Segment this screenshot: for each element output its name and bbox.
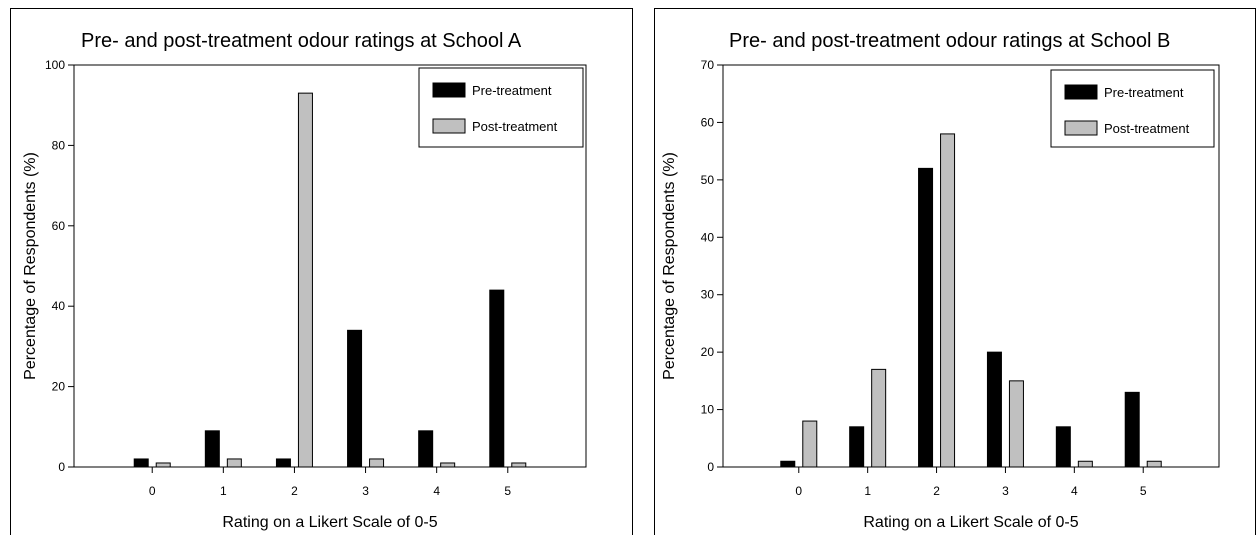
- bar-pre-treatment: [780, 460, 796, 468]
- x-tick-label: 2: [933, 484, 940, 498]
- y-tick-label: 80: [52, 138, 66, 152]
- legend-swatch: [432, 118, 466, 134]
- bar-pre-treatment: [918, 167, 934, 468]
- y-tick-label: 60: [52, 219, 66, 233]
- bar-pre-treatment: [347, 329, 363, 468]
- bar-pre-treatment: [1055, 426, 1071, 468]
- bar-post-treatment: [297, 92, 313, 468]
- chart-title: Pre- and post-treatment odour ratings at…: [81, 30, 522, 52]
- y-axis-label: Percentage of Respondents (%): [22, 152, 39, 380]
- bar-post-treatment: [369, 458, 385, 468]
- x-axis-label: Rating on a Likert Scale of 0-5: [222, 514, 437, 531]
- bar-pre-treatment: [849, 426, 865, 468]
- y-tick-label: 40: [52, 299, 66, 313]
- y-tick-label: 50: [701, 173, 715, 187]
- legend-swatch: [1064, 84, 1098, 100]
- y-tick-label: 40: [701, 230, 715, 244]
- chart-school-a: Pre- and post-treatment odour ratings at…: [22, 30, 587, 531]
- y-tick-label: 20: [701, 345, 715, 359]
- x-tick-label: 5: [504, 484, 511, 498]
- plot-area-frame: [722, 64, 1220, 468]
- bar-pre-treatment: [418, 430, 434, 468]
- bar-pre-treatment: [1124, 391, 1140, 468]
- y-tick-label: 10: [701, 403, 715, 417]
- bar-pre-treatment: [489, 289, 505, 468]
- bar-post-treatment: [802, 420, 818, 468]
- y-tick-label: 100: [45, 58, 65, 72]
- chart-panel-school-a: Pre- and post-treatment odour ratings at…: [10, 8, 633, 535]
- legend-label: Post-treatment: [1104, 121, 1190, 136]
- x-tick-label: 3: [362, 484, 369, 498]
- chart-title: Pre- and post-treatment odour ratings at…: [729, 30, 1170, 52]
- bar-pre-treatment: [986, 351, 1002, 468]
- x-tick-label: 1: [220, 484, 227, 498]
- x-tick-label: 0: [795, 484, 802, 498]
- bar-post-treatment: [1146, 460, 1162, 468]
- y-tick-label: 60: [701, 115, 715, 129]
- y-tick-label: 0: [58, 460, 65, 474]
- y-axis-label: Percentage of Respondents (%): [661, 152, 678, 380]
- x-tick-label: 1: [864, 484, 871, 498]
- legend-swatch: [432, 82, 466, 98]
- x-tick-label: 4: [433, 484, 440, 498]
- x-axis-label: Rating on a Likert Scale of 0-5: [863, 514, 1078, 531]
- bar-post-treatment: [226, 458, 242, 468]
- bar-post-treatment: [871, 368, 887, 468]
- y-tick-label: 70: [701, 58, 715, 72]
- x-tick-label: 5: [1140, 484, 1147, 498]
- bar-post-treatment: [940, 133, 956, 468]
- legend-label: Pre-treatment: [472, 83, 552, 98]
- x-tick-label: 0: [149, 484, 156, 498]
- legend-swatch: [1064, 120, 1098, 136]
- bar-post-treatment: [1077, 460, 1093, 468]
- x-tick-label: 2: [291, 484, 298, 498]
- x-tick-label: 3: [1002, 484, 1009, 498]
- legend-box: [418, 67, 584, 148]
- bar-pre-treatment: [275, 458, 291, 468]
- chart-panel-school-b: Pre- and post-treatment odour ratings at…: [654, 8, 1256, 535]
- x-tick-label: 4: [1071, 484, 1078, 498]
- plot-area-frame: [73, 64, 587, 468]
- bar-post-treatment: [1008, 380, 1024, 468]
- legend-label: Pre-treatment: [1104, 85, 1184, 100]
- chart-school-b: Pre- and post-treatment odour ratings at…: [661, 30, 1220, 531]
- bar-post-treatment: [511, 462, 527, 468]
- bar-post-treatment: [440, 462, 456, 468]
- bar-pre-treatment: [133, 458, 149, 468]
- y-tick-label: 30: [701, 288, 715, 302]
- bar-pre-treatment: [204, 430, 220, 468]
- legend-label: Post-treatment: [472, 119, 558, 134]
- y-tick-label: 0: [707, 460, 714, 474]
- y-tick-label: 20: [52, 380, 66, 394]
- bar-post-treatment: [155, 462, 171, 468]
